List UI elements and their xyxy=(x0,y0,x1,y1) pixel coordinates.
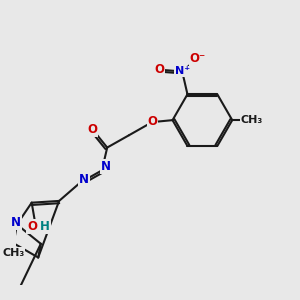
Text: O: O xyxy=(154,63,164,76)
Text: N: N xyxy=(11,216,21,229)
Text: O: O xyxy=(148,116,158,128)
Text: N: N xyxy=(79,173,89,186)
Text: CH₃: CH₃ xyxy=(240,115,263,125)
Text: N: N xyxy=(101,160,111,173)
Text: O⁻: O⁻ xyxy=(190,52,206,64)
Text: O: O xyxy=(87,123,98,136)
Text: CH₃: CH₃ xyxy=(2,248,25,258)
Text: H: H xyxy=(40,220,50,233)
Text: N⁺: N⁺ xyxy=(175,67,190,76)
Text: O: O xyxy=(27,220,38,233)
